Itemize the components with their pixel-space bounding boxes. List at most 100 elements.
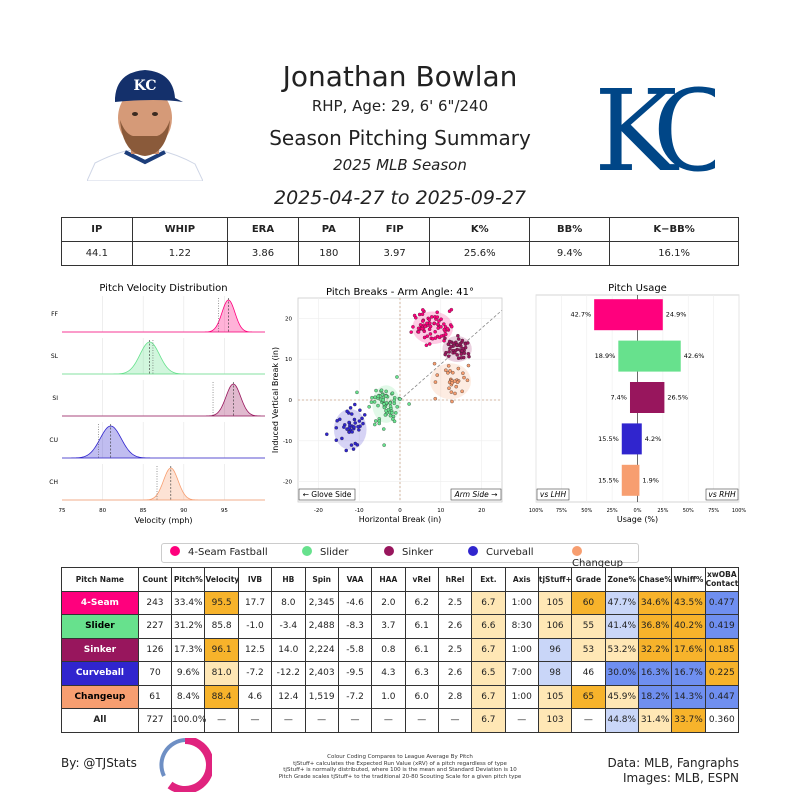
table-header: Chase% <box>637 567 673 592</box>
table-cell: 2.8 <box>437 684 473 709</box>
velocity-density <box>62 383 265 417</box>
break-point <box>347 430 352 434</box>
stat-value: 1.22 <box>131 241 229 266</box>
table-header: Spin <box>304 567 339 592</box>
table-cell: 45.9% <box>604 684 639 709</box>
table-cell: 34.6% <box>637 590 673 615</box>
break-point <box>444 368 448 372</box>
table-header: Zone% <box>604 567 639 592</box>
velocity-row-sl: SL <box>51 338 265 375</box>
breaks-series-changeup <box>430 361 471 404</box>
break-point <box>356 424 360 429</box>
stat-value: 9.4% <box>528 241 611 266</box>
table-cell: 0.8 <box>371 637 406 662</box>
table-cell: 0.185 <box>704 637 740 662</box>
table-cell: 6.0 <box>404 684 439 709</box>
legend-item: Slider <box>302 546 349 558</box>
table-cell: 2.6 <box>437 614 473 639</box>
table-cell: 7:00 <box>504 661 539 686</box>
usage-bar-rhh <box>637 299 663 331</box>
x-tick-label: 75 <box>59 508 66 514</box>
table-cell: 95.5 <box>204 590 239 615</box>
break-point <box>435 315 440 319</box>
date-range: 2025-04-27 to 2025-09-27 <box>274 187 526 209</box>
break-point <box>450 381 454 385</box>
y-tick-label: 0 <box>289 398 293 404</box>
break-point <box>439 334 444 338</box>
breaks-series-sinker <box>442 333 472 363</box>
break-point <box>392 398 396 403</box>
x-tick-label: 10 <box>437 508 444 514</box>
y-axis-label: Induced Vertical Break (in) <box>271 347 280 453</box>
table-cell: 96.1 <box>204 637 239 662</box>
table-cell: 2.5 <box>437 590 473 615</box>
break-point <box>382 402 386 406</box>
chart-title: Pitch Breaks - Arm Angle: 41° <box>326 287 474 298</box>
usage-bar-changeup: 15.5% 1.9% <box>598 464 659 496</box>
pitch-name-cell: Curveball <box>61 661 139 686</box>
table-cell: — <box>437 708 473 733</box>
velocity-row-label: SI <box>52 395 58 402</box>
table-cell: 33.7% <box>671 708 706 733</box>
pitch-name-cell: Changeup <box>61 684 139 709</box>
break-point <box>446 364 451 368</box>
velocity-density <box>62 341 265 375</box>
x-tick-label: 50% <box>581 508 592 514</box>
table-cell: 1:00 <box>504 637 539 662</box>
break-point <box>392 419 397 424</box>
legend-label: Slider <box>320 547 349 558</box>
break-point <box>367 405 371 409</box>
break-point <box>449 344 453 349</box>
break-point <box>398 397 402 401</box>
break-point <box>456 366 461 371</box>
player-headshot: KC <box>86 68 204 182</box>
arm-angle-line <box>399 309 503 401</box>
table-cell: 2.5 <box>437 637 473 662</box>
table-cell: -1.0 <box>237 614 273 639</box>
velocity-row-label: FF <box>51 311 58 318</box>
team-logo: KC <box>594 60 754 197</box>
break-point <box>427 327 432 332</box>
table-cell: -5.8 <box>337 637 373 662</box>
pitch-breaks-svg: Pitch Breaks - Arm Angle: 41° -20 -10 0 10 20… <box>271 287 503 524</box>
player-name: Jonathan Bowlan <box>282 60 518 93</box>
table-cell: 8:30 <box>504 614 539 639</box>
x-tick-label: 80 <box>99 508 106 514</box>
pitch-usage-chart: Pitch Usage 42.7% 24.9% 18.9% 42.6% 7.4% 26.5%… <box>520 280 750 530</box>
chart-title: Pitch Usage <box>608 283 667 294</box>
stat-value: 44.1 <box>61 241 133 266</box>
table-header: hRel <box>437 567 473 592</box>
break-point <box>443 336 447 341</box>
break-point <box>436 322 440 327</box>
break-point <box>381 398 385 402</box>
x-tick-label: 95 <box>221 508 228 514</box>
break-point <box>460 349 464 353</box>
table-cell: — <box>571 708 606 733</box>
break-point <box>390 410 394 415</box>
break-point <box>422 335 427 340</box>
break-point <box>353 441 358 446</box>
glove-side-box <box>298 488 356 501</box>
footer-note-line: Colour Coding Compares to League Average… <box>327 754 473 760</box>
x-tick-label: 75% <box>708 508 719 514</box>
table-header: Whiff% <box>671 567 706 592</box>
break-point <box>432 361 437 366</box>
table-cell: 6.7 <box>471 708 506 733</box>
author-credit: By: @TJStats <box>61 756 137 770</box>
break-point <box>449 324 454 329</box>
break-point <box>352 425 356 429</box>
velocity-row-cu: CU <box>49 422 265 459</box>
table-cell: 96 <box>537 637 573 662</box>
pitch-usage-svg: Pitch Usage 42.7% 24.9% 18.9% 42.6% 7.4% 26.5%… <box>529 283 747 524</box>
player-bio: RHP, Age: 29, 6' 6"/240 <box>311 97 489 115</box>
y-tick-label: 20 <box>285 316 292 322</box>
table-row: All 727 100.0% — — — — — — — —6.7—103—44.8% 31.4% 33… <box>61 708 740 733</box>
footer-note: Colour Coding Compares to League Average… <box>250 754 550 780</box>
break-point <box>462 375 466 380</box>
break-point <box>384 394 388 398</box>
table-cell: 227 <box>137 614 173 639</box>
break-point <box>421 308 425 312</box>
table-cell: 2,403 <box>304 661 339 686</box>
break-point <box>348 406 353 410</box>
chart-title: Pitch Velocity Distribution <box>99 283 227 294</box>
